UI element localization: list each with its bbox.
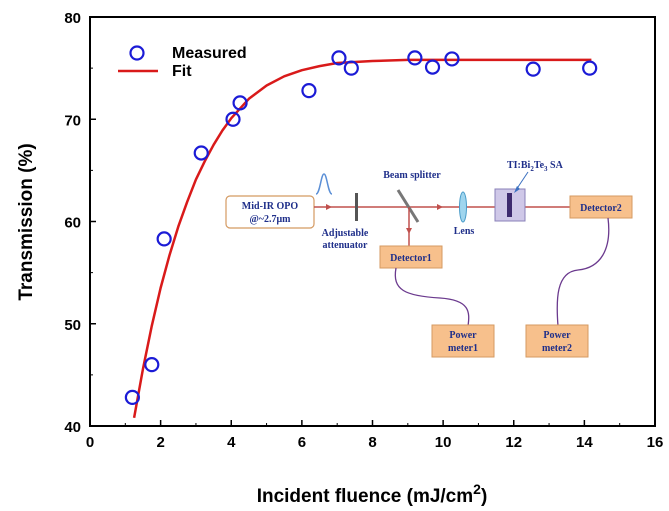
x-tick-label: 2 bbox=[156, 434, 164, 451]
x-tick-label: 10 bbox=[435, 434, 452, 451]
measured-point bbox=[444, 51, 460, 67]
x-tick-label: 0 bbox=[86, 434, 94, 451]
legend: Measured Fit bbox=[118, 45, 247, 80]
x-axis-title: Incident fluence (mJ/cm2) bbox=[257, 481, 488, 507]
measured-point bbox=[156, 231, 172, 247]
y-tick-label: 40 bbox=[64, 419, 81, 436]
power-meter2-label-2: meter2 bbox=[542, 343, 572, 354]
sa-label: TI:Bi2Te3 SA bbox=[507, 160, 564, 173]
sa-sample-film bbox=[507, 193, 512, 217]
attenuator-label-1: Adjustable bbox=[322, 228, 369, 239]
measured-point bbox=[144, 357, 160, 373]
beam-splitter-label: Beam splitter bbox=[383, 170, 441, 181]
x-tick-label: 4 bbox=[227, 434, 236, 451]
x-tick-label: 14 bbox=[576, 434, 593, 451]
power-meter2-box bbox=[525, 324, 589, 358]
power-meter2-label-1: Power bbox=[543, 330, 571, 341]
detector1-box bbox=[379, 245, 443, 269]
detector2-box bbox=[569, 195, 633, 219]
measured-point bbox=[424, 59, 441, 75]
attenuator-label-2: attenuator bbox=[323, 240, 369, 251]
measured-point bbox=[124, 389, 140, 405]
detector1-label: Detector1 bbox=[390, 253, 432, 264]
x-tick-label: 8 bbox=[368, 434, 376, 451]
cable-1 bbox=[394, 267, 470, 327]
y-tick-label: 60 bbox=[64, 215, 81, 232]
power-meter1-label-1: Power bbox=[449, 330, 477, 341]
beam-splitter-plate bbox=[396, 189, 420, 223]
detector2-label: Detector2 bbox=[580, 203, 622, 214]
measured-point bbox=[343, 60, 359, 76]
power-meter1-label-2: meter1 bbox=[448, 343, 478, 354]
attenuator-plate bbox=[355, 193, 358, 221]
legend-fit-label: Fit bbox=[172, 63, 192, 80]
beam-arrow-2 bbox=[437, 204, 443, 210]
x-tick-label: 12 bbox=[505, 434, 522, 451]
measured-point bbox=[301, 83, 317, 99]
measured-point bbox=[407, 50, 423, 66]
setup-schematic-inset: Mid-IR OPO @~2.7μm Adjustable attenuator… bbox=[225, 160, 633, 358]
fit-series bbox=[132, 58, 592, 419]
legend-measured-label: Measured bbox=[172, 45, 247, 62]
lens-icon bbox=[459, 191, 467, 223]
power-meter1-box bbox=[431, 324, 495, 358]
measured-point bbox=[225, 111, 241, 127]
beam-arrow-1 bbox=[326, 204, 332, 210]
cable-2 bbox=[556, 217, 610, 327]
pulse-icon bbox=[315, 173, 333, 195]
opo-source-label-2: @~2.7μm bbox=[249, 214, 291, 225]
measured-series bbox=[124, 50, 598, 405]
measured-point bbox=[331, 50, 347, 66]
split-beam-arrow bbox=[406, 228, 412, 234]
y-tick-label: 50 bbox=[64, 317, 81, 334]
opo-source-box bbox=[225, 195, 315, 229]
x-tick-label: 16 bbox=[647, 434, 664, 451]
tick-labels: 0 2 4 6 8 10 12 14 16 40 50 60 70 80 bbox=[64, 10, 663, 451]
measured-point bbox=[232, 95, 248, 111]
sa-label-pointer-head bbox=[514, 186, 520, 193]
y-axis-title: Transmission (%) bbox=[16, 143, 37, 300]
measured-point bbox=[525, 61, 541, 77]
measured-point bbox=[193, 145, 209, 161]
measured-point bbox=[582, 60, 598, 76]
legend-measured-marker bbox=[129, 45, 145, 61]
opo-source-label-1: Mid-IR OPO bbox=[242, 201, 299, 212]
x-tick-label: 6 bbox=[298, 434, 306, 451]
axis-ticks bbox=[89, 16, 656, 427]
lens-label: Lens bbox=[454, 226, 475, 237]
y-tick-label: 80 bbox=[64, 10, 81, 27]
fit-line bbox=[132, 58, 592, 419]
y-tick-label: 70 bbox=[64, 112, 81, 129]
